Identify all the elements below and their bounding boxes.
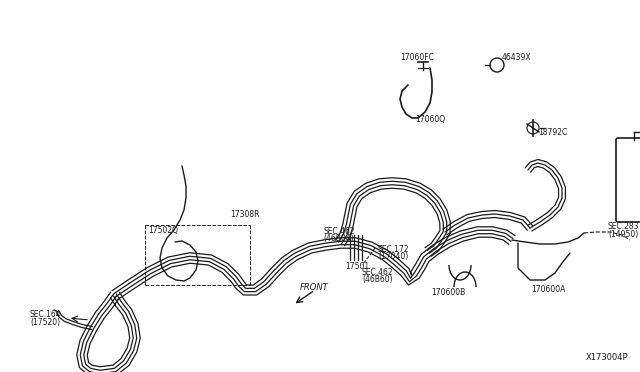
Text: X173004P: X173004P — [586, 353, 628, 362]
Text: SEC.462: SEC.462 — [362, 268, 394, 277]
Text: 46439X: 46439X — [502, 53, 532, 62]
Text: SEC.462: SEC.462 — [323, 227, 355, 236]
Text: 17308R: 17308R — [230, 210, 259, 219]
Text: 17060Q: 17060Q — [415, 115, 445, 124]
Text: 17060FC: 17060FC — [400, 53, 434, 62]
Text: (14950): (14950) — [608, 230, 638, 239]
Text: 17501: 17501 — [345, 262, 369, 271]
Text: (17520): (17520) — [30, 318, 60, 327]
Text: (46B60): (46B60) — [362, 275, 392, 284]
FancyBboxPatch shape — [616, 138, 640, 222]
Text: 18792C: 18792C — [538, 128, 567, 137]
Text: 170600B: 170600B — [431, 288, 465, 297]
Text: 170600A: 170600A — [531, 285, 565, 294]
Text: FRONT: FRONT — [300, 283, 329, 292]
Text: SEC.164: SEC.164 — [30, 310, 61, 319]
Text: SEC.172: SEC.172 — [378, 245, 410, 254]
Text: SEC.283: SEC.283 — [608, 222, 639, 231]
Text: 17502Q: 17502Q — [148, 226, 178, 235]
Text: (17040): (17040) — [378, 252, 408, 261]
Text: (46B04): (46B04) — [323, 234, 354, 243]
